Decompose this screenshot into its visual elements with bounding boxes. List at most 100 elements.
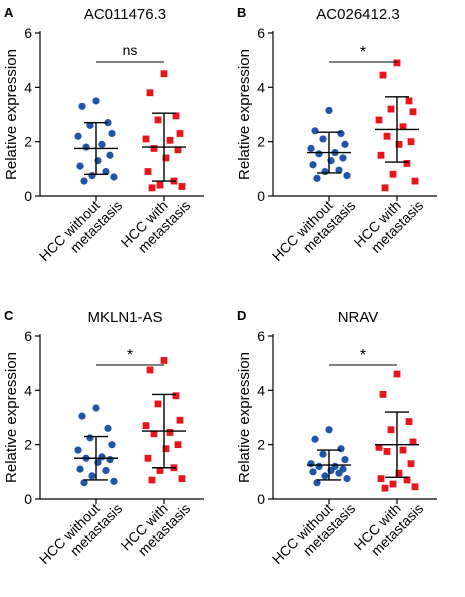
data-point-with-metastasis [154, 400, 162, 408]
data-point-with-metastasis [399, 123, 407, 131]
data-point-with-metastasis [409, 438, 417, 446]
data-point-with-metastasis [166, 429, 174, 436]
data-point-without-metastasis [309, 161, 317, 169]
data-point-with-metastasis [389, 480, 397, 488]
data-point-without-metastasis [321, 472, 329, 480]
data-point-with-metastasis [160, 357, 168, 364]
data-point-without-metastasis [86, 121, 94, 129]
data-point-without-metastasis [88, 172, 96, 180]
chart-title: NRAV [338, 309, 379, 326]
data-point-without-metastasis [325, 426, 333, 434]
data-point-with-metastasis [379, 71, 387, 79]
significance-label: * [360, 44, 366, 61]
data-point-without-metastasis [343, 475, 351, 483]
y-tick-label: 4 [257, 382, 265, 398]
data-point-without-metastasis [315, 462, 323, 470]
data-point-with-metastasis [381, 184, 389, 192]
x-tick-label: HCC withoutmetastasis [269, 186, 359, 276]
y-tick-label: 6 [257, 25, 265, 41]
data-point-with-metastasis [162, 154, 170, 162]
data-point-with-metastasis [395, 469, 403, 477]
data-point-with-metastasis [377, 475, 385, 483]
data-point-without-metastasis [106, 151, 114, 159]
data-point-without-metastasis [102, 466, 110, 475]
data-point-with-metastasis [399, 446, 407, 454]
data-point-with-metastasis [144, 454, 152, 462]
data-point-without-metastasis [76, 465, 84, 473]
data-point-with-metastasis [383, 132, 391, 140]
data-point-without-metastasis [335, 166, 343, 174]
data-point-without-metastasis [309, 468, 317, 476]
panel-label: D [237, 308, 246, 323]
data-point-with-metastasis [389, 170, 397, 178]
y-tick-label: 2 [257, 437, 265, 453]
data-point-without-metastasis [78, 412, 86, 420]
data-point-with-metastasis [403, 160, 411, 167]
y-tick-label: 6 [257, 328, 265, 344]
data-point-with-metastasis [148, 476, 156, 484]
data-point-without-metastasis [88, 472, 96, 480]
data-point-without-metastasis [92, 97, 100, 105]
data-point-with-metastasis [403, 476, 411, 484]
data-point-without-metastasis [106, 456, 114, 464]
data-point-without-metastasis [341, 456, 349, 464]
panel-label: B [237, 5, 246, 20]
panel-label: C [4, 308, 14, 323]
data-point-with-metastasis [174, 146, 182, 154]
data-point-with-metastasis [142, 135, 150, 143]
data-point-without-metastasis [337, 129, 345, 138]
data-point-without-metastasis [313, 479, 321, 487]
data-point-without-metastasis [339, 154, 347, 162]
y-axis-label: Relative expression [3, 352, 20, 483]
data-point-without-metastasis [313, 174, 321, 182]
data-point-with-metastasis [379, 391, 387, 398]
data-point-with-metastasis [146, 89, 154, 97]
data-point-without-metastasis [311, 435, 319, 443]
data-point-with-metastasis [162, 445, 170, 453]
data-point-with-metastasis [375, 116, 383, 124]
data-point-with-metastasis [395, 140, 403, 148]
data-point-with-metastasis [142, 422, 150, 430]
data-point-with-metastasis [178, 183, 186, 190]
y-axis-label: Relative expression [3, 49, 20, 180]
data-point-with-metastasis [407, 138, 415, 146]
y-tick-label: 0 [24, 188, 32, 204]
significance-label: ns [123, 42, 138, 58]
data-point-with-metastasis [375, 443, 383, 451]
data-point-with-metastasis [393, 370, 401, 378]
y-tick-label: 6 [24, 328, 32, 344]
data-point-with-metastasis [411, 177, 419, 185]
data-point-without-metastasis [319, 135, 327, 143]
data-point-with-metastasis [176, 416, 184, 424]
y-tick-label: 0 [24, 491, 32, 507]
data-point-with-metastasis [150, 430, 158, 438]
data-point-with-metastasis [407, 460, 415, 468]
y-tick-label: 0 [257, 188, 265, 204]
data-point-without-metastasis [80, 479, 88, 487]
chart-title: AC026412.3 [316, 6, 399, 23]
chart-title: AC011476.3 [84, 6, 166, 23]
data-point-with-metastasis [411, 483, 419, 491]
data-point-without-metastasis [104, 424, 112, 432]
x-tick-label: HCC withmetastasis [351, 489, 427, 565]
data-point-with-metastasis [144, 168, 152, 175]
y-tick-label: 2 [24, 134, 32, 150]
x-tick-label: HCC withmetastasis [351, 186, 427, 262]
data-point-without-metastasis [343, 172, 351, 180]
data-point-without-metastasis [311, 127, 319, 135]
data-point-without-metastasis [92, 404, 100, 412]
data-point-with-metastasis [172, 112, 180, 120]
data-point-with-metastasis [381, 484, 389, 492]
data-point-with-metastasis [387, 105, 395, 113]
x-tick-label: HCC withoutmetastasis [36, 186, 126, 276]
data-point-with-metastasis [154, 116, 162, 124]
data-point-without-metastasis [110, 173, 118, 181]
data-point-without-metastasis [80, 177, 88, 185]
data-point-without-metastasis [337, 445, 345, 453]
x-tick-label: HCC withoutmetastasis [269, 489, 359, 579]
y-tick-label: 0 [257, 491, 265, 507]
